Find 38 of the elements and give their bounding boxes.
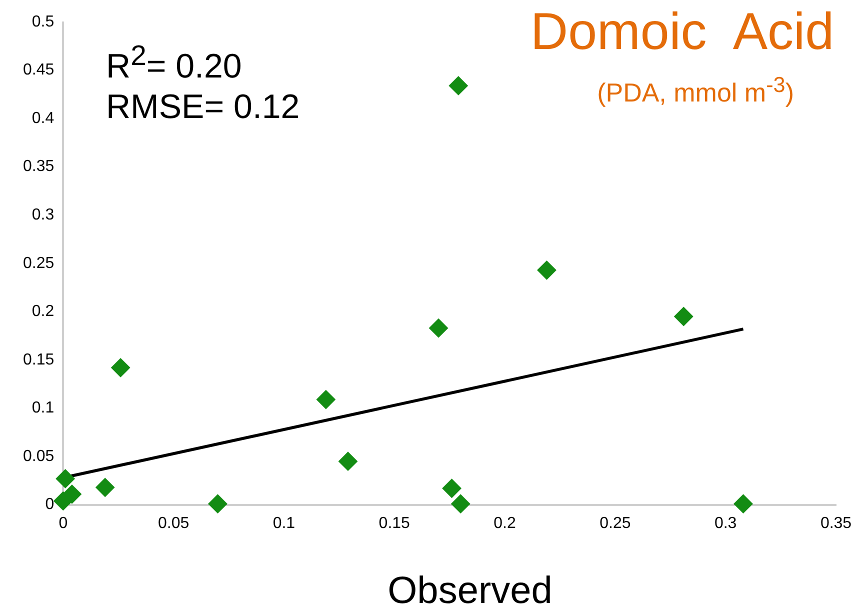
y-tick-label: 0.15: [23, 351, 54, 368]
point: [62, 484, 82, 504]
x-tick-label: 0.2: [494, 514, 516, 532]
y-tick-label: 0.4: [32, 110, 54, 127]
y-tick-label: 0.25: [23, 254, 54, 272]
y-tick-label: 0.45: [23, 62, 54, 79]
point: [674, 307, 694, 326]
y-tick-label: 0.2: [32, 303, 54, 320]
point: [451, 494, 470, 514]
y-tick-label: 0.3: [32, 206, 54, 224]
point: [111, 358, 130, 378]
point: [448, 76, 468, 96]
text: (PDA, mmol m$^{-3}$): [597, 72, 794, 109]
x-tick-label: 0.15: [378, 514, 410, 532]
point: [316, 390, 336, 410]
x-tick-label: 0.35: [820, 514, 852, 532]
y-tick-label: 0.5: [32, 13, 54, 30]
annotation: RMSE= 0.12: [106, 88, 300, 127]
point: [338, 452, 358, 471]
y-tick-label: 0.35: [23, 158, 54, 176]
x-tick-label: 0.3: [714, 514, 737, 532]
point: [208, 494, 228, 514]
y-tick-label: 0.1: [32, 400, 54, 417]
point: [537, 260, 556, 280]
x-axis-title: Observed: [386, 570, 554, 613]
chart-title: Domoic Acid: [530, 2, 834, 62]
point: [96, 478, 115, 497]
x-tick-label: 0.25: [600, 514, 631, 532]
y-tick-label: 0: [45, 496, 54, 514]
x-tick-label: 0: [58, 514, 68, 532]
annotation: R$^{2}$= 0.20: [106, 40, 242, 86]
point: [442, 478, 462, 498]
point: [734, 494, 753, 514]
x-tick-label: 0.1: [272, 514, 296, 532]
point: [56, 469, 75, 488]
point: [429, 318, 448, 338]
y-tick-label: 0.05: [23, 448, 54, 465]
x-tick-label: 0.05: [158, 514, 190, 532]
